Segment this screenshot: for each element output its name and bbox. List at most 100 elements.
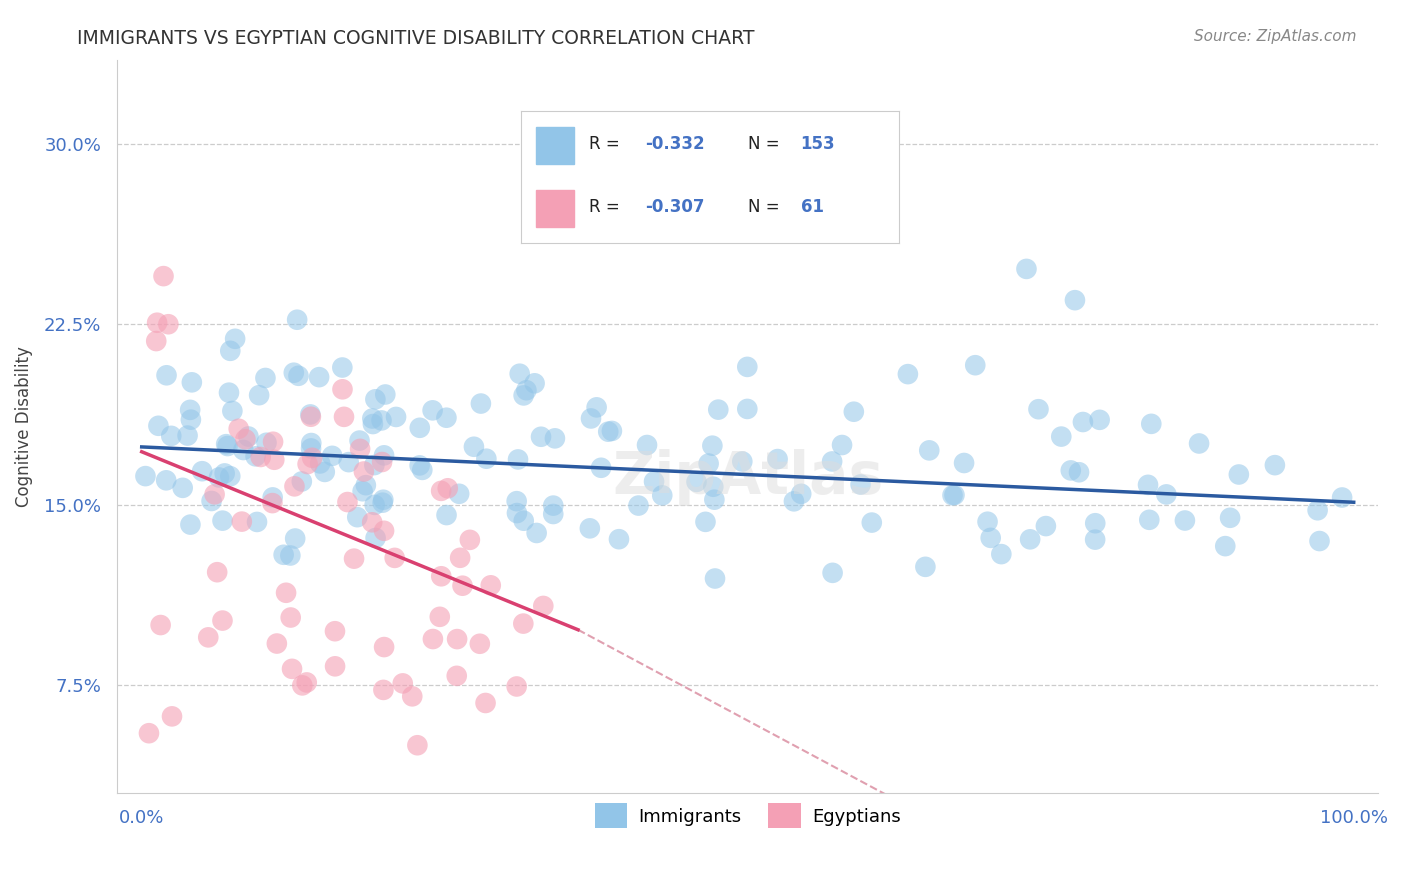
Point [323, 624, 346, 639]
Point [506, 506, 529, 520]
Point [197, 631, 219, 645]
Point [1067, 465, 1090, 479]
Point [422, 632, 444, 646]
Point [523, 376, 546, 391]
Point [436, 508, 458, 522]
Point [364, 392, 387, 407]
Point [221, 404, 243, 418]
Point [1174, 514, 1197, 528]
Point [607, 532, 630, 546]
Point [299, 442, 322, 456]
Point [283, 479, 305, 493]
Point [627, 499, 650, 513]
Point [449, 550, 471, 565]
Point [790, 487, 813, 501]
Point [541, 507, 564, 521]
Point [152, 269, 174, 284]
Point [354, 478, 377, 492]
Point [343, 551, 366, 566]
Point [468, 637, 491, 651]
Point [308, 370, 330, 384]
Point [1308, 534, 1330, 549]
Point [1050, 429, 1073, 443]
Point [860, 516, 883, 530]
Point [1064, 293, 1087, 308]
Point [299, 409, 322, 424]
Point [1219, 510, 1241, 524]
Point [591, 460, 613, 475]
Point [291, 678, 314, 692]
Point [941, 488, 963, 502]
Point [636, 438, 658, 452]
Point [544, 431, 567, 445]
Point [1140, 417, 1163, 431]
Point [361, 417, 384, 431]
Point [429, 610, 451, 624]
Point [1088, 413, 1111, 427]
Point [371, 455, 394, 469]
Point [385, 409, 408, 424]
Point [737, 401, 759, 416]
Point [157, 317, 180, 331]
Point [914, 559, 936, 574]
Point [330, 360, 353, 375]
Point [373, 682, 395, 697]
Point [309, 457, 332, 471]
Point [208, 470, 231, 484]
Point [797, 214, 820, 228]
Point [1188, 436, 1211, 450]
Point [138, 726, 160, 740]
Point [449, 487, 471, 501]
Point [697, 457, 720, 471]
Point [254, 371, 277, 385]
Y-axis label: Cognitive Disability: Cognitive Disability [15, 346, 32, 507]
Point [849, 477, 872, 491]
Point [695, 515, 717, 529]
Point [274, 586, 297, 600]
Point [349, 442, 371, 456]
Point [284, 532, 307, 546]
Point [408, 458, 430, 473]
Point [295, 675, 318, 690]
Point [363, 498, 385, 512]
Point [821, 454, 844, 468]
Point [474, 696, 496, 710]
Point [1035, 519, 1057, 533]
Point [598, 425, 620, 439]
Point [301, 450, 323, 465]
Point [897, 367, 920, 381]
Point [149, 618, 172, 632]
Point [600, 424, 623, 438]
Point [373, 492, 395, 507]
Point [702, 480, 724, 494]
Text: ZipAtlas: ZipAtlas [612, 450, 883, 507]
Point [321, 449, 343, 463]
Point [332, 382, 354, 396]
Point [346, 510, 368, 524]
Point [704, 572, 727, 586]
Point [953, 456, 976, 470]
Point [1084, 533, 1107, 547]
Point [370, 413, 392, 427]
Point [287, 368, 309, 383]
Point [172, 481, 194, 495]
Point [446, 632, 468, 646]
Point [543, 499, 565, 513]
Point [176, 428, 198, 442]
Point [291, 475, 314, 489]
Point [1084, 516, 1107, 531]
Point [702, 439, 724, 453]
Point [299, 408, 322, 422]
Point [281, 662, 304, 676]
Point [1071, 415, 1094, 429]
Point [579, 521, 602, 535]
Point [134, 469, 156, 483]
Text: IMMIGRANTS VS EGYPTIAN COGNITIVE DISABILITY CORRELATION CHART: IMMIGRANTS VS EGYPTIAN COGNITIVE DISABIL… [77, 29, 755, 47]
Point [1137, 478, 1160, 492]
Point [1156, 487, 1178, 501]
Point [224, 332, 246, 346]
Point [451, 579, 474, 593]
Point [918, 443, 941, 458]
Point [401, 690, 423, 704]
Point [1028, 402, 1050, 417]
